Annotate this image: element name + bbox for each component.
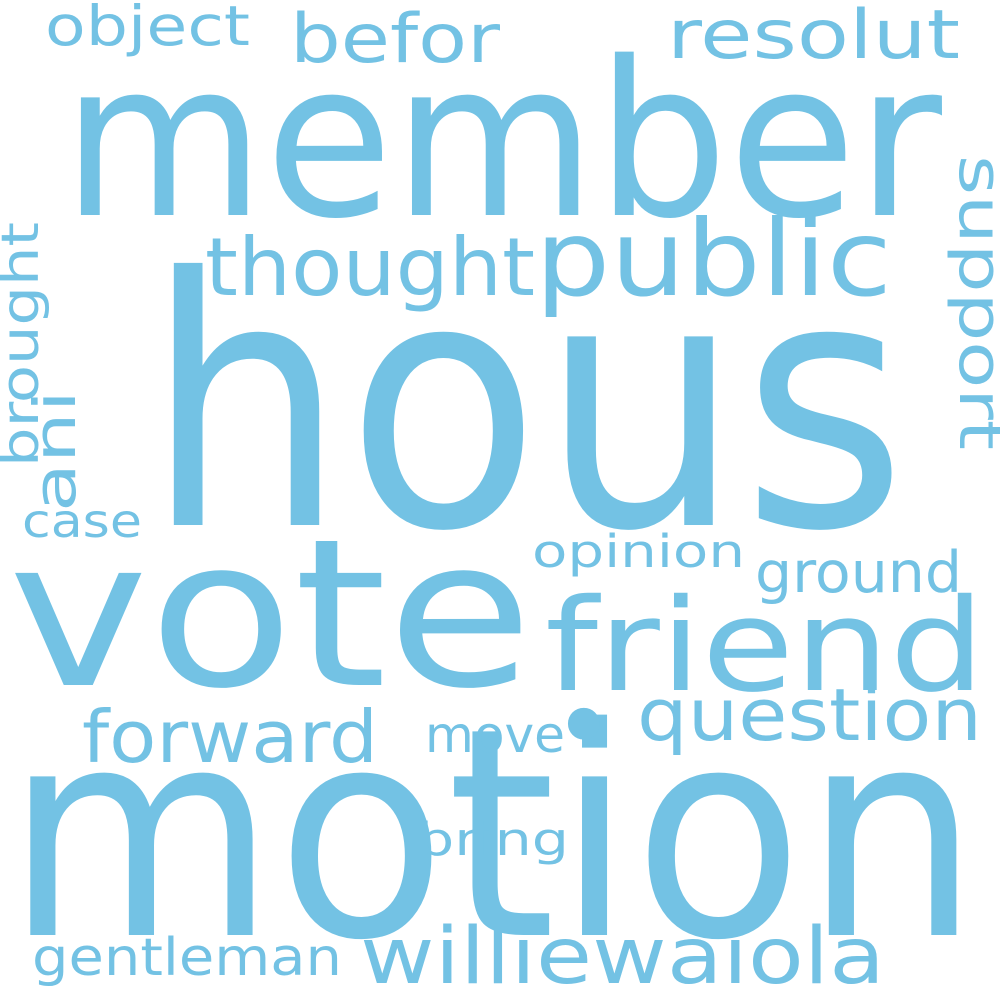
word-motion: motion [5,667,980,1000]
word-vote: vote [8,496,533,734]
word-object: object [45,0,250,58]
word-forward: forward [82,695,378,779]
word-member: member [62,15,943,266]
word-opinion: opinion [532,525,745,578]
word-resolut: resolut [667,0,960,75]
word-ground: ground [755,540,962,606]
word-brought: brought [0,222,51,467]
word-thought: thought [205,221,535,314]
word-case: case [22,494,142,548]
word-move: move [425,706,565,764]
word-bring: bring [417,813,569,866]
word-befor: befor [290,0,500,79]
word-gentleman: gentleman [32,928,342,988]
word-williewaiola: williewaiola [360,912,885,1000]
word-support: support [945,155,1000,450]
word-bullet: • [555,674,613,779]
word-hous: hous [145,206,907,607]
word-ani: ani [21,390,89,512]
word-friend: friend [545,572,985,721]
word-public: public [535,198,892,320]
word-question: question [637,673,982,757]
